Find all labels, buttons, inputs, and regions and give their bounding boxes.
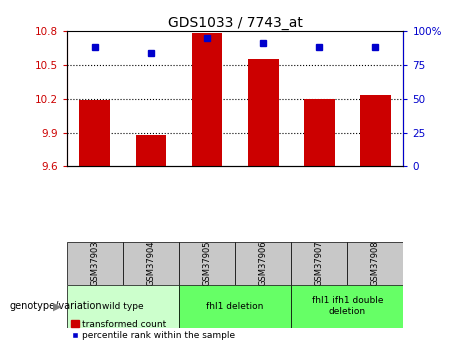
Text: GSM37908: GSM37908 [371,240,380,286]
Bar [67,241,123,285]
Bar [136,135,166,166]
Bar [291,241,347,285]
Bar [123,241,179,285]
Text: GSM37905: GSM37905 [202,240,212,286]
Text: GSM37907: GSM37907 [315,240,324,286]
Title: GDS1033 / 7743_at: GDS1033 / 7743_at [168,16,302,30]
Text: GSM37903: GSM37903 [90,240,100,286]
Bar [79,100,110,166]
Text: GSM37904: GSM37904 [147,240,155,286]
Text: genotype/variation: genotype/variation [9,302,102,311]
Text: ▶: ▶ [53,302,62,311]
Text: GSM37906: GSM37906 [259,240,268,286]
Bar [179,285,291,328]
Bar [347,241,403,285]
Bar [291,285,403,328]
Text: wild type: wild type [102,302,144,311]
Bar [235,241,291,285]
Text: fhl1 deletion: fhl1 deletion [207,302,264,311]
Legend: transformed count, percentile rank within the sample: transformed count, percentile rank withi… [71,320,235,341]
Bar [179,241,235,285]
Text: fhl1 ifh1 double
deletion: fhl1 ifh1 double deletion [312,296,383,316]
Bar [304,99,335,166]
Bar [67,285,179,328]
Bar [248,59,278,166]
Bar [192,33,223,166]
Bar [360,95,391,166]
